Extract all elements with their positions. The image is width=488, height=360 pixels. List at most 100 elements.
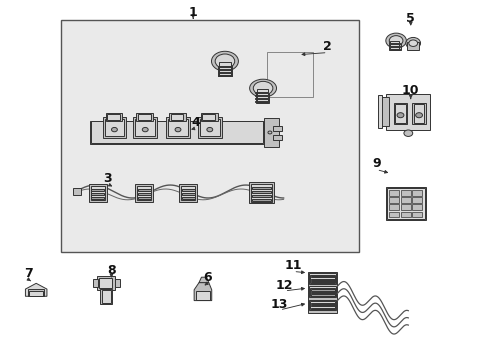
Ellipse shape <box>396 113 403 118</box>
Bar <box>411 197 421 203</box>
Bar <box>257 89 267 102</box>
Bar <box>407 42 418 50</box>
Ellipse shape <box>142 127 148 132</box>
Bar <box>135 119 155 136</box>
Polygon shape <box>194 283 211 301</box>
Bar <box>198 117 221 138</box>
Bar <box>201 113 217 121</box>
Bar <box>389 49 399 50</box>
Bar <box>310 305 334 306</box>
Text: 11: 11 <box>284 259 302 272</box>
Bar <box>310 281 334 282</box>
Bar <box>413 104 424 123</box>
Bar <box>264 118 278 147</box>
Bar <box>218 66 231 67</box>
Bar <box>105 113 122 121</box>
Text: 2: 2 <box>323 40 331 53</box>
Bar <box>166 117 189 138</box>
Polygon shape <box>199 277 208 283</box>
Bar <box>138 114 150 120</box>
Ellipse shape <box>249 79 276 97</box>
Bar <box>91 193 104 195</box>
Bar <box>411 103 425 124</box>
Bar <box>251 184 271 202</box>
Text: 13: 13 <box>270 298 288 311</box>
Bar <box>309 288 335 296</box>
Bar <box>251 199 271 201</box>
Text: 7: 7 <box>24 267 33 280</box>
Polygon shape <box>25 283 47 296</box>
Bar <box>107 114 120 120</box>
Ellipse shape <box>415 113 422 118</box>
Bar <box>135 184 153 202</box>
Text: 1: 1 <box>188 6 197 19</box>
Bar <box>202 114 215 120</box>
Bar <box>138 197 150 199</box>
Text: 8: 8 <box>107 264 116 276</box>
Bar <box>218 75 231 76</box>
Bar <box>393 103 407 124</box>
Bar <box>168 119 187 136</box>
Text: 6: 6 <box>203 271 212 284</box>
Bar <box>195 291 210 300</box>
Ellipse shape <box>206 127 212 132</box>
Ellipse shape <box>175 127 181 132</box>
Bar <box>386 188 425 219</box>
Bar <box>411 211 421 217</box>
Bar <box>400 197 410 203</box>
Bar <box>100 289 112 304</box>
Bar <box>310 294 334 296</box>
Bar <box>272 126 281 131</box>
Text: 4: 4 <box>191 116 200 129</box>
Bar <box>266 52 312 97</box>
Bar <box>255 98 267 99</box>
Bar <box>400 211 410 217</box>
Bar <box>28 289 44 296</box>
Bar <box>115 279 120 287</box>
Bar <box>91 189 104 191</box>
Bar <box>310 303 334 304</box>
Bar <box>307 272 337 313</box>
Bar <box>310 279 334 280</box>
Bar <box>90 121 264 144</box>
Bar <box>255 101 267 102</box>
Bar <box>255 87 269 103</box>
Bar <box>170 114 183 120</box>
Bar <box>411 204 421 210</box>
Bar <box>400 204 410 210</box>
Bar <box>255 92 267 93</box>
Bar <box>377 95 382 128</box>
Bar <box>217 61 232 76</box>
Bar <box>218 69 231 70</box>
Bar <box>255 95 267 96</box>
Ellipse shape <box>385 33 406 48</box>
Bar <box>380 97 388 126</box>
Ellipse shape <box>388 36 402 46</box>
Bar <box>272 135 281 140</box>
Bar <box>400 190 410 197</box>
Bar <box>389 46 399 47</box>
Text: 3: 3 <box>103 172 112 185</box>
Ellipse shape <box>111 127 117 132</box>
Bar <box>309 301 335 309</box>
Bar <box>99 278 112 288</box>
Bar <box>182 197 194 199</box>
Bar <box>251 187 271 189</box>
Bar <box>394 104 405 123</box>
Bar <box>137 186 151 200</box>
Bar <box>181 186 195 200</box>
Bar <box>310 308 334 309</box>
Bar <box>73 188 81 195</box>
Bar <box>138 189 150 191</box>
Bar <box>308 286 336 297</box>
Bar <box>91 121 263 143</box>
Bar <box>169 113 185 121</box>
Bar <box>200 119 219 136</box>
Bar <box>388 197 398 203</box>
Bar <box>182 189 194 191</box>
Bar <box>133 117 157 138</box>
Bar <box>182 193 194 195</box>
Bar <box>91 186 104 200</box>
Bar <box>388 190 398 197</box>
Bar <box>388 204 398 210</box>
